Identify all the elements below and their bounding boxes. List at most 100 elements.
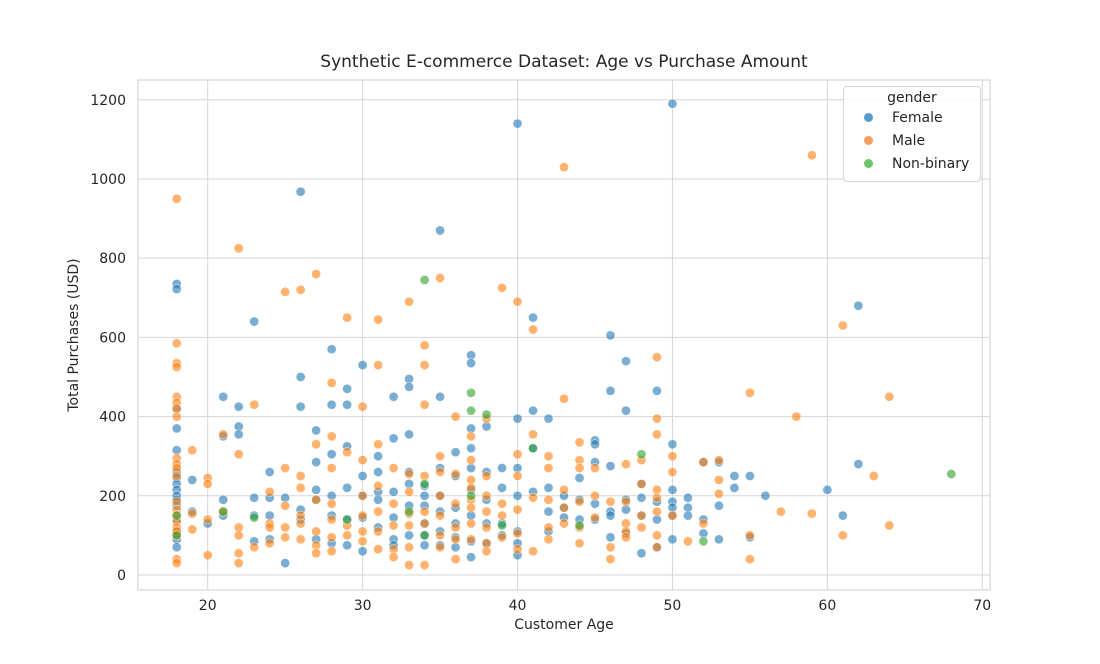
data-point [512, 471, 523, 481]
data-point [497, 498, 507, 509]
data-point [683, 510, 693, 521]
data-point [636, 548, 647, 559]
data-point [357, 536, 368, 547]
data-point [744, 387, 755, 398]
data-point [233, 530, 244, 541]
data-point [404, 560, 414, 570]
data-point [295, 482, 306, 493]
data-point [295, 471, 306, 481]
data-point [388, 520, 399, 531]
data-point [357, 546, 368, 557]
data-point [574, 473, 585, 483]
data-point [497, 520, 507, 531]
data-point [187, 475, 198, 485]
y-tick-label: 1000 [90, 172, 126, 188]
data-point [218, 391, 229, 402]
data-point [218, 429, 229, 440]
data-point [466, 455, 476, 466]
y-tick-label: 0 [117, 568, 126, 584]
data-point [249, 542, 260, 553]
data-point [481, 490, 492, 501]
data-point [652, 492, 662, 503]
data-point [171, 193, 182, 204]
data-point [466, 552, 476, 563]
data-point [543, 413, 554, 424]
data-point [435, 530, 445, 541]
data-point [605, 542, 616, 553]
data-point [280, 500, 291, 511]
data-point [218, 506, 229, 517]
data-point [652, 385, 662, 396]
data-point [404, 469, 414, 479]
data-point [605, 461, 616, 471]
data-point [419, 506, 430, 517]
data-point [636, 510, 647, 521]
data-point [466, 490, 476, 501]
legend: gender Female Male Non-binary [843, 86, 981, 182]
data-point [171, 411, 182, 422]
data-point [171, 362, 182, 372]
data-point [466, 358, 476, 369]
data-point [590, 490, 600, 501]
data-point [280, 286, 291, 297]
data-point [342, 530, 353, 541]
x-tick-label: 50 [664, 598, 682, 614]
data-point [388, 433, 399, 444]
y-tick-label: 600 [99, 330, 126, 346]
data-point [698, 457, 709, 468]
data-point [512, 413, 523, 424]
data-point [295, 372, 306, 382]
data-point [450, 522, 461, 533]
data-point [621, 459, 631, 469]
data-point [528, 546, 538, 557]
data-point [311, 526, 322, 537]
data-point [543, 463, 554, 473]
data-point [218, 494, 229, 505]
data-point [295, 186, 306, 197]
legend-item-female: Female [844, 106, 980, 129]
data-point [373, 506, 384, 517]
data-point [528, 312, 538, 323]
data-point [435, 510, 445, 521]
data-point [233, 429, 244, 440]
data-point [466, 518, 476, 529]
data-point [357, 471, 368, 481]
data-point [435, 490, 445, 501]
data-point [295, 518, 306, 529]
data-point [884, 391, 895, 402]
data-point [744, 530, 755, 541]
data-point [574, 496, 585, 507]
data-point [450, 447, 461, 458]
y-tick-label: 400 [99, 410, 126, 426]
data-point [528, 492, 538, 503]
data-point [326, 378, 337, 388]
y-tick-label: 800 [99, 251, 126, 267]
data-point [729, 471, 740, 481]
data-point [435, 467, 445, 477]
data-point [373, 544, 384, 555]
data-point [652, 352, 662, 363]
data-point [373, 360, 384, 370]
data-point [450, 469, 461, 479]
legend-label-female: Female [892, 109, 943, 126]
data-point [435, 391, 445, 402]
data-point [729, 482, 740, 493]
data-point [791, 411, 802, 422]
data-point [652, 413, 662, 424]
data-point [342, 482, 353, 493]
data-point [775, 506, 786, 517]
data-point [497, 282, 507, 293]
y-axis-label: Total Purchases (USD) [66, 258, 82, 412]
data-point [837, 510, 848, 521]
data-point [605, 510, 616, 521]
data-point [171, 530, 182, 541]
data-point [822, 484, 833, 495]
data-point [419, 275, 430, 285]
data-point [714, 500, 724, 511]
data-point [806, 508, 817, 519]
data-point [187, 508, 198, 519]
data-point [419, 530, 430, 541]
data-point [636, 522, 647, 533]
data-point [528, 324, 538, 335]
